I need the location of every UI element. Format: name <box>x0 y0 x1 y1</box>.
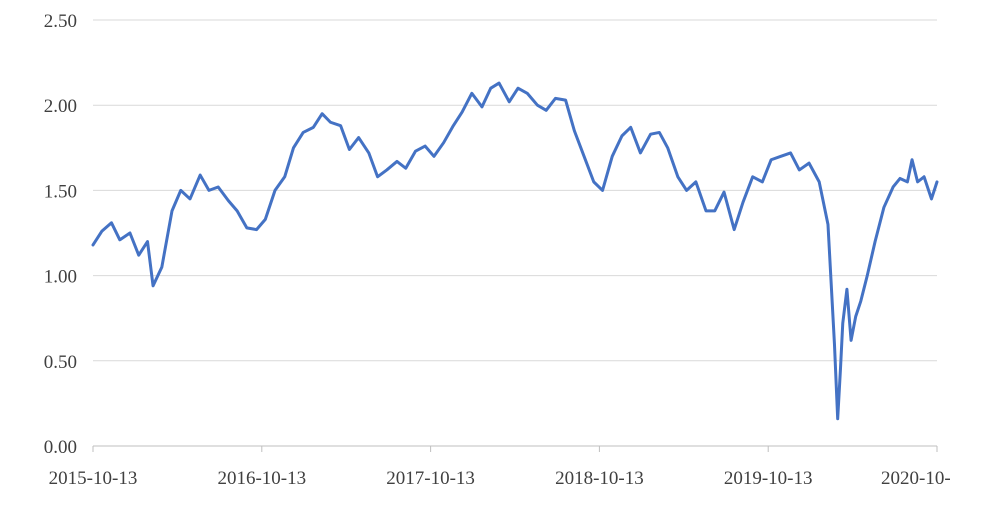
x-tick-label: 2016-10-13 <box>217 468 306 489</box>
gridlines <box>93 19 937 362</box>
y-tick-label: 1.00 <box>44 267 77 288</box>
y-tick-label: 2.00 <box>44 96 77 117</box>
x-tick-label: 2018-10-13 <box>555 468 644 489</box>
x-tick-label: 2015-10-13 <box>49 468 138 489</box>
x-tick-label: 2019-10-13 <box>724 468 813 489</box>
x-tick-label: 2020-10- <box>881 468 951 489</box>
x-axis-tick-labels: 2015-10-13 2016-10-13 2017-10-13 2018-10-13… <box>49 468 951 489</box>
y-tick-label: 2.50 <box>44 11 77 32</box>
x-tick-label: 2017-10-13 <box>386 468 475 489</box>
series-line <box>91 81 939 421</box>
x-axis <box>92 445 938 452</box>
y-tick-label: 1.50 <box>44 181 77 202</box>
y-tick-label: 0.00 <box>44 437 77 458</box>
y-axis-tick-labels: 0.00 0.50 1.00 1.50 2.00 2.50 <box>44 11 77 458</box>
y-tick-label: 0.50 <box>44 352 77 373</box>
plot-area <box>91 81 939 421</box>
